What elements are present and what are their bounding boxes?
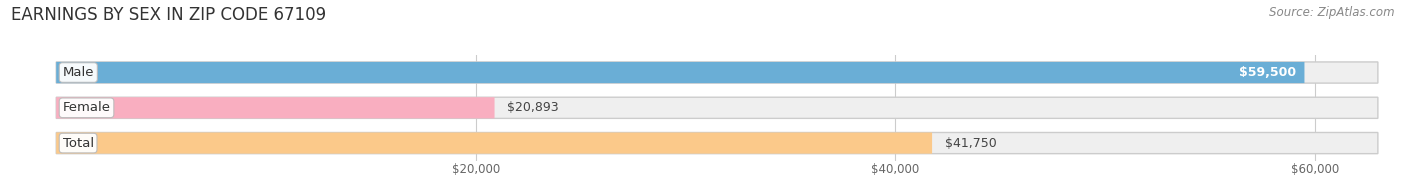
Text: Source: ZipAtlas.com: Source: ZipAtlas.com: [1270, 6, 1395, 19]
FancyBboxPatch shape: [56, 132, 932, 154]
Text: Male: Male: [62, 66, 94, 79]
Text: $59,500: $59,500: [1239, 66, 1296, 79]
Text: EARNINGS BY SEX IN ZIP CODE 67109: EARNINGS BY SEX IN ZIP CODE 67109: [11, 6, 326, 24]
Text: Total: Total: [62, 137, 94, 150]
Text: $41,750: $41,750: [945, 137, 997, 150]
FancyBboxPatch shape: [56, 97, 1378, 118]
FancyBboxPatch shape: [56, 62, 1378, 83]
Text: Female: Female: [62, 101, 111, 114]
FancyBboxPatch shape: [56, 62, 1305, 83]
FancyBboxPatch shape: [56, 97, 495, 118]
Text: $20,893: $20,893: [508, 101, 558, 114]
FancyBboxPatch shape: [56, 132, 1378, 154]
